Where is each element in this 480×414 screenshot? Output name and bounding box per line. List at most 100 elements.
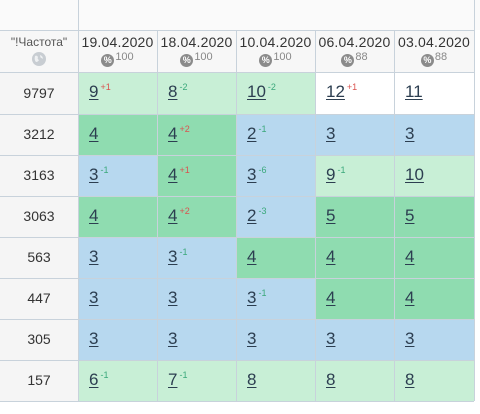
position-link[interactable]: 9 (89, 82, 99, 101)
column-percent: 88 (355, 51, 368, 63)
position-link[interactable]: 5 (326, 205, 336, 225)
percent-icon: % (420, 54, 434, 67)
position-delta: +1 (346, 82, 358, 93)
grid-row-divider (0, 30, 474, 31)
position-cell: 3 (157, 278, 236, 319)
position-link[interactable]: 4 (168, 123, 178, 143)
position-link[interactable]: 11 (405, 82, 423, 101)
position-cell: 3 (394, 114, 474, 155)
position-cell: 3 (157, 319, 236, 360)
position-cell: 4 (236, 237, 315, 278)
position-cell: 4 (394, 237, 474, 278)
position-link[interactable]: 4 (168, 205, 178, 225)
position-cell: 10 -2 (236, 72, 315, 114)
position-link[interactable]: 3 (168, 328, 178, 348)
position-cell: 2 -1 (236, 114, 315, 155)
position-delta: -1 (100, 369, 109, 380)
percent-icon: % (101, 54, 115, 67)
position-link[interactable]: 4 (89, 123, 99, 143)
position-cell: 3 (236, 319, 315, 360)
position-cell: 3 (78, 278, 157, 319)
position-delta: -1 (337, 164, 346, 175)
position-link[interactable]: 6 (89, 369, 99, 389)
grid-row-divider (0, 278, 474, 279)
date-column-header[interactable]: 18.04.2020% 100 (157, 30, 236, 72)
grid-row-divider (0, 360, 474, 361)
frequency-cell: 3063 (0, 196, 78, 237)
frequency-cell: 157 (0, 360, 78, 401)
date-column-header[interactable]: 10.04.2020% 100 (236, 30, 315, 72)
position-cell: 6 -1 (78, 360, 157, 401)
position-delta: -1 (258, 287, 267, 298)
position-link[interactable]: 8 (168, 82, 178, 101)
frequency-cell: 447 (0, 278, 78, 319)
grid-column-divider (236, 30, 237, 401)
position-link[interactable]: 8 (247, 369, 257, 389)
position-cell: 7 -1 (157, 360, 236, 401)
position-link[interactable]: 3 (326, 328, 336, 348)
position-cell: 4 (78, 114, 157, 155)
position-link[interactable]: 4 (247, 246, 257, 266)
position-link[interactable]: 3 (89, 287, 99, 307)
column-date: 10.04.2020 (239, 34, 312, 50)
position-link[interactable]: 12 (326, 82, 345, 101)
position-link[interactable]: 3 (89, 328, 99, 348)
position-delta: +1 (179, 164, 190, 175)
position-link[interactable]: 2 (247, 123, 257, 143)
position-delta: -3 (258, 205, 267, 216)
percent-icon: % (259, 54, 273, 67)
position-cell: 11 (394, 72, 474, 114)
position-link[interactable]: 7 (168, 369, 178, 389)
position-link[interactable]: 3 (247, 164, 257, 184)
position-link[interactable]: 10 (405, 164, 424, 184)
date-column-header[interactable]: 03.04.2020% 88 (394, 30, 474, 72)
position-link[interactable]: 4 (405, 287, 415, 307)
position-delta: +2 (179, 205, 190, 216)
position-link[interactable]: 9 (326, 164, 336, 184)
frequency-cell: 3163 (0, 155, 78, 196)
position-link[interactable]: 4 (405, 246, 415, 266)
position-cell: 4 +2 (157, 196, 236, 237)
percent-icon: % (341, 54, 355, 67)
grid-column-divider (474, 0, 475, 401)
position-link[interactable]: 5 (405, 205, 415, 225)
position-link[interactable]: 3 (247, 328, 257, 348)
position-cell: 9 +1 (78, 72, 157, 114)
position-link[interactable]: 8 (326, 369, 336, 389)
position-link[interactable]: 4 (326, 287, 336, 307)
position-cell: 3 (394, 319, 474, 360)
column-percent: 100 (273, 51, 292, 63)
date-column-header[interactable]: 06.04.2020% 88 (315, 30, 394, 72)
position-cell: 3 -1 (236, 278, 315, 319)
position-link[interactable]: 3 (247, 287, 257, 307)
position-delta: -2 (179, 82, 188, 93)
position-delta: -1 (179, 369, 188, 380)
column-date: 19.04.2020 (81, 34, 154, 50)
frequency-column-header[interactable]: "!Частота" (0, 30, 78, 72)
date-column-header[interactable]: 19.04.2020% 100 (78, 30, 157, 72)
position-link[interactable]: 10 (247, 82, 266, 101)
position-link[interactable]: 8 (405, 369, 415, 389)
position-link[interactable]: 3 (326, 123, 336, 143)
grid-column-divider (157, 30, 158, 401)
position-link[interactable]: 4 (168, 164, 178, 184)
position-link[interactable]: 3 (168, 287, 178, 307)
position-delta: -1 (100, 164, 109, 175)
table-top-band (0, 0, 480, 30)
position-link[interactable]: 2 (247, 205, 257, 225)
grid-row-divider (0, 114, 474, 115)
position-link[interactable]: 4 (326, 246, 336, 266)
position-link[interactable]: 3 (89, 246, 99, 266)
position-cell: 5 (315, 196, 394, 237)
column-date: 03.04.2020 (397, 34, 471, 50)
position-delta: +2 (179, 123, 190, 134)
position-link[interactable]: 3 (168, 246, 178, 266)
position-cell: 8 (394, 360, 474, 401)
position-link[interactable]: 4 (89, 205, 99, 225)
position-delta: -1 (179, 246, 188, 257)
position-link[interactable]: 3 (89, 164, 99, 184)
position-link[interactable]: 3 (405, 123, 415, 143)
position-cell: 4 +2 (157, 114, 236, 155)
column-date: 18.04.2020 (160, 34, 233, 50)
position-link[interactable]: 3 (405, 328, 415, 348)
